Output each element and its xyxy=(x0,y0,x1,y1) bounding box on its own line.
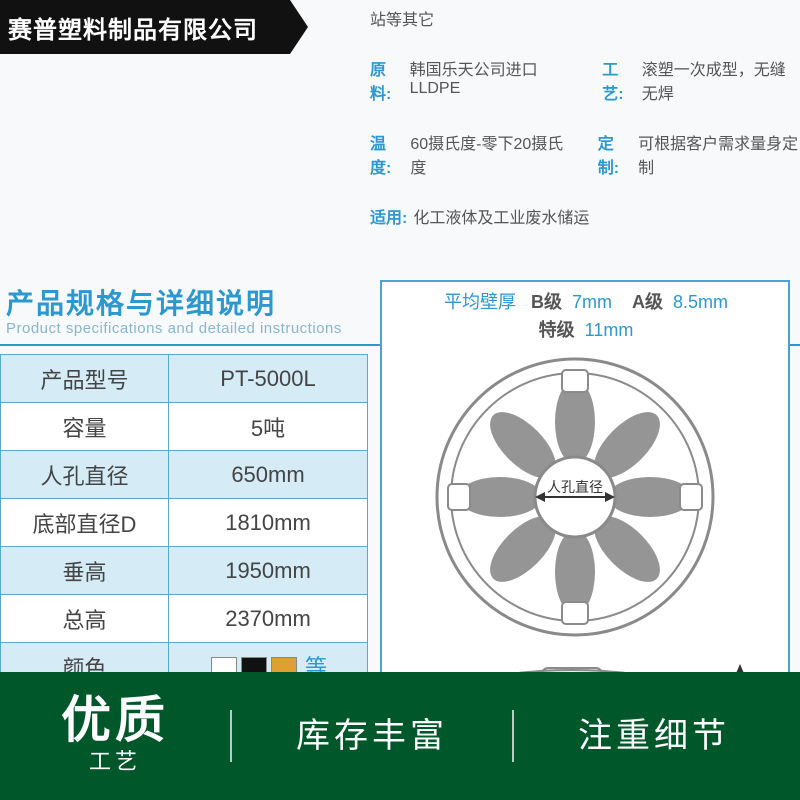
wall-thickness: 平均壁厚 B级 7mm A级 8.5mm 特级 11mm xyxy=(392,288,780,344)
attr-key: 适用: xyxy=(370,204,407,228)
thickness-value: 8.5mm xyxy=(673,292,728,312)
thickness-grade: B级 xyxy=(531,292,562,312)
thickness-value: 11mm xyxy=(585,320,634,340)
attr-row: 温度:60摄氏度-零下20摄氏度 定制:可根据客户需求量身定制 xyxy=(370,130,800,178)
spec-value: 1950mm xyxy=(169,547,368,595)
company-header-arrow xyxy=(290,0,308,54)
banner-cell: 库存丰富 xyxy=(232,672,512,800)
section-title: 产品规格与详细说明 xyxy=(6,282,276,322)
attr-key: 定制: xyxy=(598,130,632,178)
spec-value: 1810mm xyxy=(169,499,368,547)
spec-value: 2370mm xyxy=(169,595,368,643)
bottom-banner: 优质 工艺 库存丰富 注重细节 xyxy=(0,672,800,800)
product-tank-shape xyxy=(35,20,195,260)
top-view-diagram: 人孔直径 xyxy=(430,352,720,642)
table-row: 人孔直径650mm xyxy=(1,451,368,499)
banner-cell: 注重细节 xyxy=(514,672,794,800)
company-header: 赛普塑料制品有限公司 xyxy=(0,0,290,54)
spec-label: 底部直径D xyxy=(1,499,169,547)
spec-value: PT-5000L xyxy=(169,355,368,403)
attr-row: 适用:化工液体及工业废水储运 xyxy=(370,204,800,228)
table-row: 产品型号PT-5000L xyxy=(1,355,368,403)
section-subtitle: Product specifications and detailed inst… xyxy=(6,320,342,337)
attr-value: 60摄氏度-零下20摄氏度 xyxy=(410,130,565,178)
attr-row: 原料:韩国乐天公司进口LLDPE 工艺:滚塑一次成型，无缝无焊 xyxy=(370,56,800,104)
spec-label: 产品型号 xyxy=(1,355,169,403)
attr-key: 原料: xyxy=(370,56,404,104)
manhole-label: 人孔直径 xyxy=(547,479,603,495)
banner-small-text: 工艺 xyxy=(89,745,141,778)
spec-value: 5吨 xyxy=(169,403,368,451)
banner-big-text: 优质 xyxy=(61,695,169,745)
attr-value: 韩国乐天公司进口LLDPE xyxy=(410,56,571,104)
attr-key: 工艺: xyxy=(602,56,636,104)
table-row: 总高2370mm xyxy=(1,595,368,643)
attr-value: 滚塑一次成型，无缝无焊 xyxy=(642,56,800,104)
attr-value: 可根据客户需求量身定制 xyxy=(638,130,800,178)
banner-text: 库存丰富 xyxy=(296,711,448,762)
thickness-label: 平均壁厚 xyxy=(444,292,516,312)
attr-key: 温度: xyxy=(370,130,404,178)
attr-value: 站等其它 xyxy=(370,6,434,30)
banner-cell: 优质 工艺 xyxy=(0,672,230,800)
thickness-grade: A级 xyxy=(632,292,663,312)
thickness-grade: 特级 xyxy=(539,320,575,340)
table-row: 垂高1950mm xyxy=(1,547,368,595)
thickness-value: 7mm xyxy=(572,292,612,312)
table-row: 容量5吨 xyxy=(1,403,368,451)
company-name: 赛普塑料制品有限公司 xyxy=(8,10,258,45)
table-row: 底部直径D1810mm xyxy=(1,499,368,547)
spec-label: 总高 xyxy=(1,595,169,643)
attr-row: 站等其它 xyxy=(370,6,800,30)
banner-text: 注重细节 xyxy=(578,711,730,762)
spec-label: 容量 xyxy=(1,403,169,451)
spec-value: 650mm xyxy=(169,451,368,499)
attr-value: 化工液体及工业废水储运 xyxy=(413,204,589,228)
spec-label: 人孔直径 xyxy=(1,451,169,499)
spec-label: 垂高 xyxy=(1,547,169,595)
attributes-block: 站等其它 原料:韩国乐天公司进口LLDPE 工艺:滚塑一次成型，无缝无焊 温度:… xyxy=(370,6,800,254)
